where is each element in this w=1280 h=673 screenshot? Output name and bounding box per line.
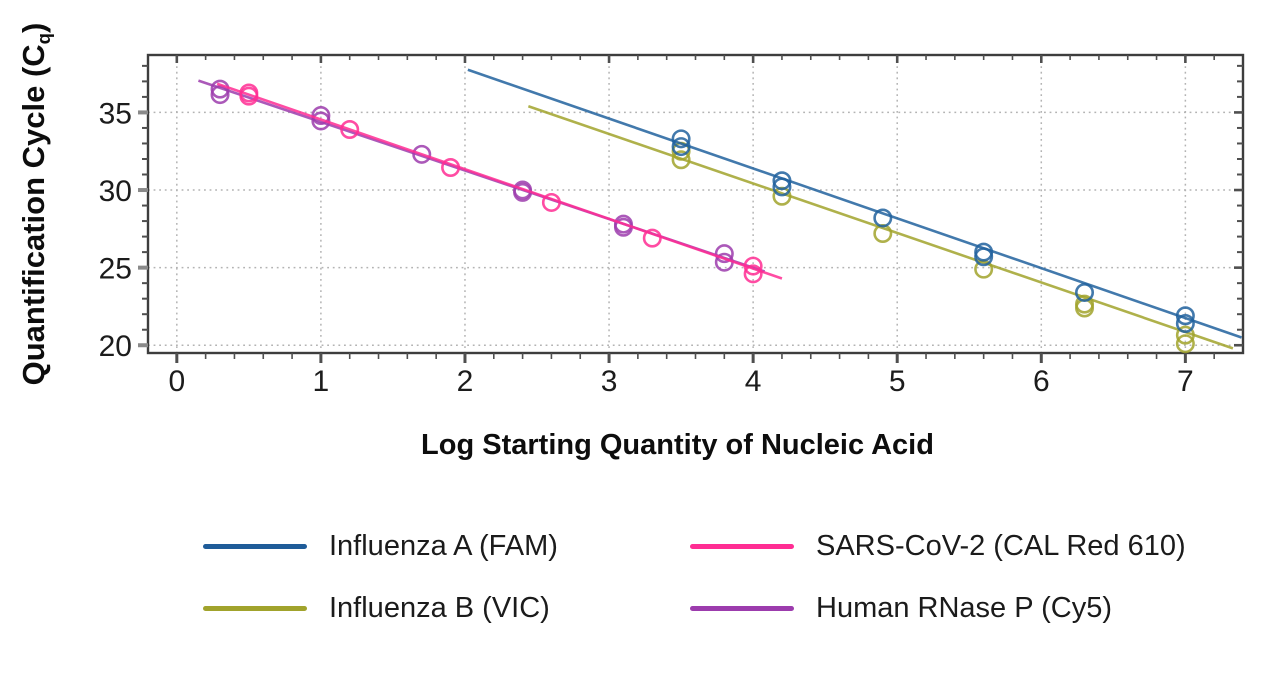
- data-point-influenza-a-fam: [1175, 306, 1195, 326]
- data-point-sars-cov-2-cal-red-610: [441, 158, 461, 178]
- data-point-influenza-a-fam: [1175, 314, 1195, 334]
- data-point-sars-cov-2-cal-red-610: [743, 264, 763, 284]
- data-point-influenza-a-fam: [671, 129, 691, 149]
- legend: Influenza A (FAM) SARS-CoV-2 (CAL Red 610…: [203, 530, 1186, 625]
- trendline-influenza-b-vic: [527, 104, 1234, 350]
- legend-item: SARS-CoV-2 (CAL Red 610): [690, 530, 1186, 563]
- data-point-sars-cov-2-cal-red-610: [340, 120, 360, 140]
- data-point-sars-cov-2-cal-red-610: [239, 86, 259, 106]
- data-point-human-rnase-p-cy5: [714, 244, 734, 264]
- x-tick-label: 6: [1033, 365, 1050, 398]
- data-point-sars-cov-2-cal-red-610: [642, 228, 662, 248]
- data-point-sars-cov-2-cal-red-610: [743, 256, 763, 276]
- x-tick-label: 4: [745, 365, 762, 398]
- data-point-influenza-a-fam: [873, 208, 893, 228]
- data-point-human-rnase-p-cy5: [210, 79, 230, 99]
- data-point-sars-cov-2-cal-red-610: [541, 192, 561, 212]
- legend-item-label: Human RNase P (Cy5): [816, 592, 1113, 624]
- data-point-influenza-b-vic: [671, 150, 691, 170]
- y-tick-labels: 20 25 30 35: [99, 97, 132, 363]
- x-tick-label: 7: [1177, 365, 1194, 398]
- x-axis-title: Log Starting Quantity of Nucleic Acid: [421, 429, 934, 461]
- axis-ticks: [138, 55, 1243, 363]
- plot-area: 0 1 2 3 4 5 6 7 20 25 30 35: [99, 53, 1245, 398]
- x-tick-label: 5: [889, 365, 906, 398]
- legend-item: Influenza B (VIC): [203, 592, 690, 625]
- series-influenza-a-fam: [467, 68, 1242, 339]
- x-tick-label: 1: [313, 365, 330, 398]
- x-tick-label: 3: [601, 365, 618, 398]
- y-tick-label: 35: [99, 97, 132, 130]
- legend-swatch-line: [690, 606, 794, 611]
- data-point-human-rnase-p-cy5: [210, 85, 230, 105]
- legend-item-label: SARS-CoV-2 (CAL Red 610): [816, 530, 1186, 562]
- data-point-influenza-a-fam: [974, 247, 994, 267]
- series-influenza-b-vic: [527, 104, 1234, 354]
- legend-swatch-line: [203, 606, 307, 611]
- y-tick-label: 25: [99, 253, 132, 286]
- x-tick-label: 0: [168, 365, 185, 398]
- data-point-human-rnase-p-cy5: [412, 144, 432, 164]
- series-sars-cov-2-cal-red-610: [216, 82, 783, 284]
- legend-item: Influenza A (FAM): [203, 530, 690, 563]
- trendline-sars-cov-2-cal-red-610: [216, 82, 783, 280]
- x-tick-labels: 0 1 2 3 4 5 6 7: [168, 365, 1193, 398]
- x-tick-label: 2: [457, 365, 474, 398]
- data-point-influenza-a-fam: [772, 171, 792, 191]
- data-point-influenza-a-fam: [772, 177, 792, 197]
- data-point-influenza-b-vic: [1175, 325, 1195, 345]
- y-tick-label: 20: [99, 330, 132, 363]
- y-tick-label: 30: [99, 175, 132, 208]
- trendline-influenza-a-fam: [467, 68, 1242, 339]
- data-point-influenza-a-fam: [671, 137, 691, 157]
- legend-swatch-line: [690, 544, 794, 549]
- legend-swatch-line: [203, 544, 307, 549]
- data-point-influenza-a-fam: [1075, 282, 1095, 302]
- data-point-influenza-b-vic: [1175, 334, 1195, 354]
- legend-item-label: Influenza A (FAM): [329, 530, 558, 562]
- legend-item: Human RNase P (Cy5): [690, 592, 1186, 625]
- legend-item-label: Influenza B (VIC): [329, 592, 550, 624]
